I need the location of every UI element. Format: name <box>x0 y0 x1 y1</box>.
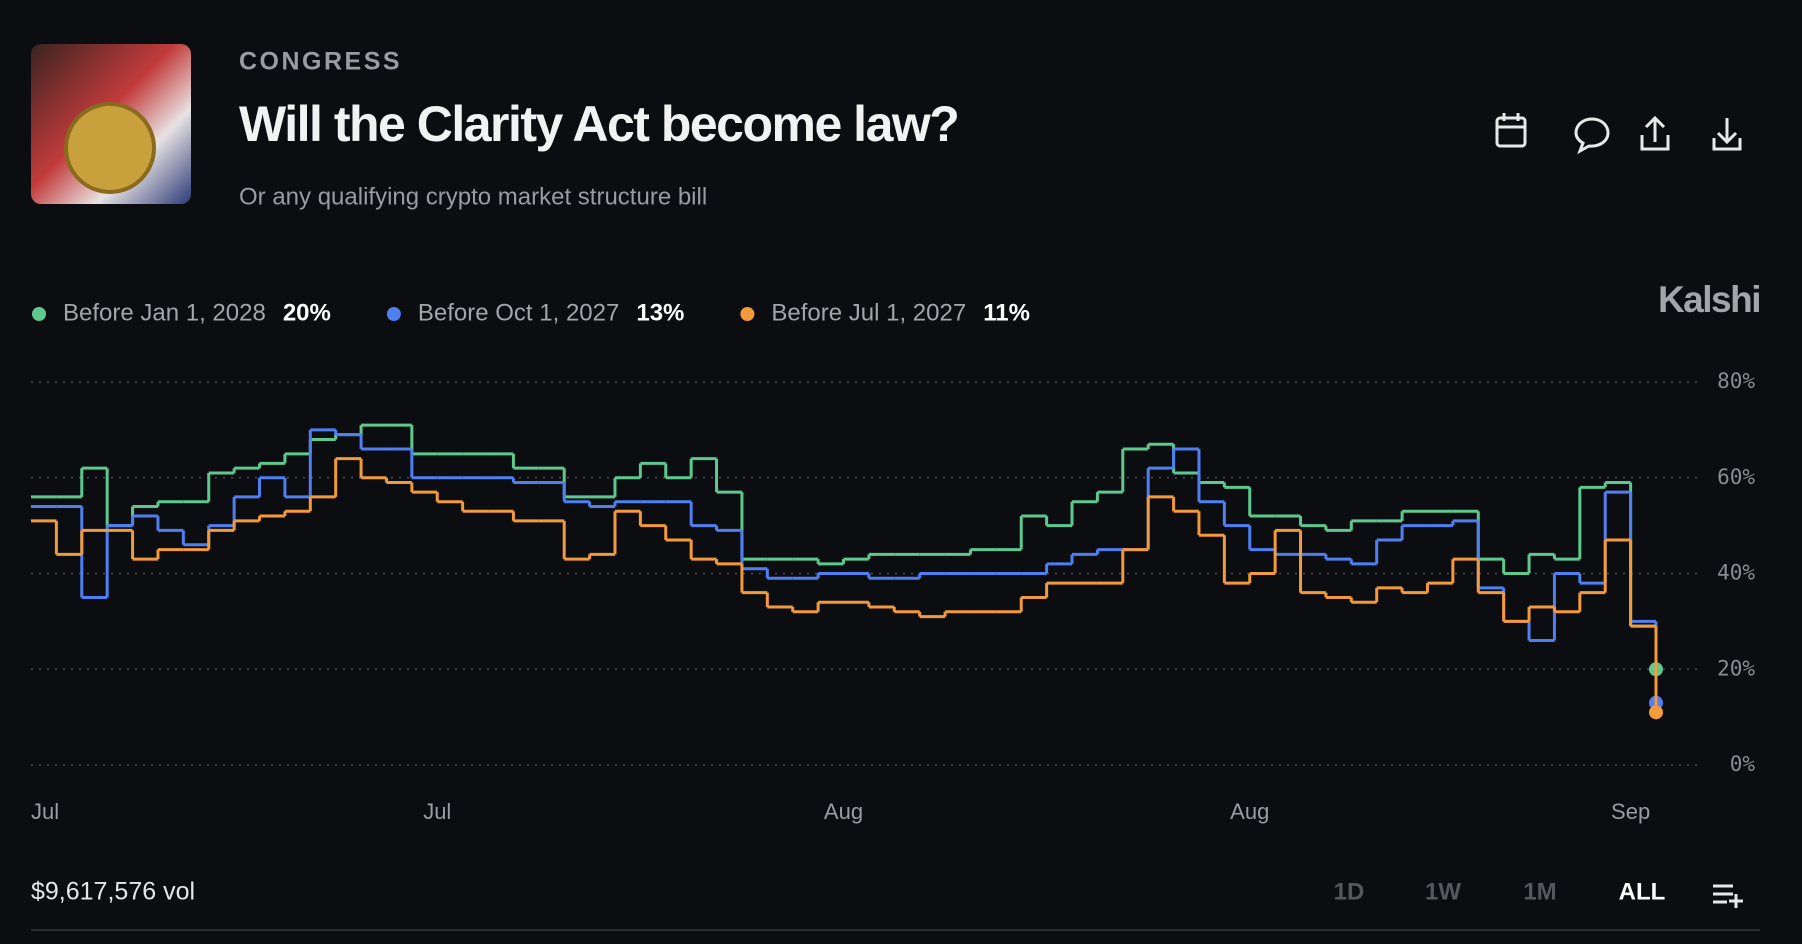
y-tick-label: 0% <box>1730 752 1756 776</box>
x-tick-label: Aug <box>824 799 863 824</box>
y-tick-label: 40% <box>1717 561 1755 585</box>
volume: $9,617,576 vol <box>31 878 195 906</box>
legend: Before Jan 1, 2028 20% Before Oct 1, 2027 1… <box>32 299 1030 326</box>
legend-label: Before Jan 1, 2028 <box>63 299 266 326</box>
legend-marker <box>386 307 401 321</box>
legend-label: Before Jul 1, 2027 <box>771 299 966 326</box>
add-list-button[interactable] <box>1713 884 1743 908</box>
category: CONGRESS <box>239 48 402 76</box>
share-button[interactable] <box>1640 115 1670 151</box>
subtitle: Or any qualifying crypto market structur… <box>239 183 707 210</box>
series-line <box>31 428 1658 703</box>
title: Will the Clarity Act become law? <box>239 96 958 152</box>
brand-logo: Kalshi <box>1658 279 1760 320</box>
range-button[interactable]: ALL <box>1619 878 1666 905</box>
y-tick-label: 20% <box>1717 656 1755 680</box>
calendar-button[interactable] <box>1495 113 1527 148</box>
legend-marker <box>32 307 46 321</box>
range-button[interactable]: 1M <box>1523 878 1556 905</box>
legend-marker <box>740 307 755 321</box>
x-tick-label: Sep <box>1611 799 1650 824</box>
range-button[interactable]: 1W <box>1425 878 1461 905</box>
legend-label: Before Oct 1, 2027 <box>418 299 619 326</box>
legend-value: 20% <box>283 299 331 326</box>
x-tick-label: Aug <box>1230 799 1269 824</box>
toolbar <box>1495 113 1742 155</box>
coin-icon <box>64 102 156 194</box>
range-selector: 1D 1W 1M ALL <box>1334 878 1666 905</box>
series-line <box>31 457 1658 713</box>
legend-value: 13% <box>636 299 684 326</box>
y-tick-label: 80% <box>1717 369 1755 393</box>
end-marker <box>1649 705 1663 720</box>
x-tick-label: Jul <box>31 799 59 824</box>
thumbnail <box>31 44 191 204</box>
comments-button[interactable] <box>1574 117 1610 155</box>
download-button[interactable] <box>1712 118 1742 151</box>
x-tick-label: Jul <box>423 799 451 824</box>
y-tick-label: 60% <box>1717 465 1755 489</box>
range-button[interactable]: 1D <box>1334 878 1365 905</box>
chart: 0% 20% 40% 60% 80% Jul Jul Aug Aug Sep <box>31 369 1755 824</box>
legend-value: 11% <box>983 299 1030 326</box>
